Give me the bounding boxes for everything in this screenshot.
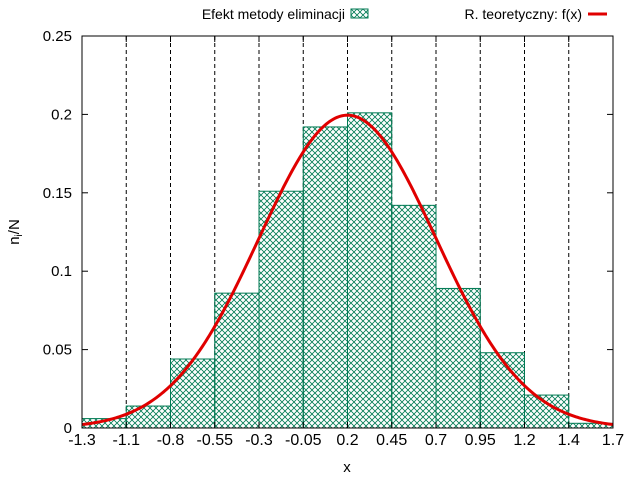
histogram-bars	[81, 112, 614, 429]
y-axis-label-main: n	[6, 236, 23, 244]
x-tick-label: 0.7	[425, 432, 447, 449]
legend: Efekt metody eliminacji R. teoretyczny: …	[202, 6, 607, 22]
legend-swatch-histogram	[350, 8, 369, 19]
y-tick-label: 0	[64, 420, 72, 437]
histogram-bar	[435, 287, 481, 429]
y-axis-label-tail: /N	[6, 219, 23, 234]
histogram-bar	[347, 112, 393, 429]
x-tick-label: 1.7	[602, 432, 624, 449]
theoretical-curve	[82, 113, 613, 427]
histogram-bar	[302, 126, 348, 429]
x-tick-label: -1.1	[112, 432, 140, 449]
svg-text:ni/N: ni/N	[6, 219, 25, 245]
x-tick-label: -0.55	[197, 432, 234, 449]
y-tick-label: 0.1	[51, 263, 72, 280]
legend-label-curve: R. teoretyczny: f(x)	[465, 6, 582, 22]
x-axis-label: x	[343, 459, 351, 476]
x-tick-label: -0.3	[245, 432, 273, 449]
y-tick-label: 0.15	[43, 185, 72, 202]
y-axis-ticks: 0 0.05 0.1 0.15 0.2 0.25	[43, 28, 613, 437]
histogram-bar	[479, 352, 525, 429]
x-tick-label: -0.8	[157, 432, 185, 449]
histogram-bar	[125, 405, 171, 429]
histogram-bar	[170, 358, 216, 429]
x-tick-label: 1.2	[513, 432, 535, 449]
x-axis-ticks: -1.3 -1.1 -0.8 -0.55 -0.3 -0.05 0.2 0.45 0.7 0.95…	[68, 36, 624, 449]
y-tick-label: 0.05	[43, 342, 72, 359]
y-tick-label: 0.25	[43, 28, 72, 45]
x-tick-label: 0.2	[336, 432, 358, 449]
x-tick-label: 0.45	[376, 432, 407, 449]
y-tick-label: 0.2	[51, 106, 72, 123]
x-tick-label: -1.3	[68, 432, 96, 449]
x-tick-label: 0.95	[465, 432, 496, 449]
x-tick-label: 1.4	[558, 432, 580, 449]
theoretical-curve-line	[82, 113, 613, 427]
x-tick-label: -0.05	[285, 432, 322, 449]
y-axis-label: ni/N	[6, 219, 25, 245]
legend-label-histogram: Efekt metody eliminacji	[202, 6, 345, 22]
y-axis-label-sub: i	[14, 234, 25, 236]
histogram-bar	[391, 204, 437, 429]
